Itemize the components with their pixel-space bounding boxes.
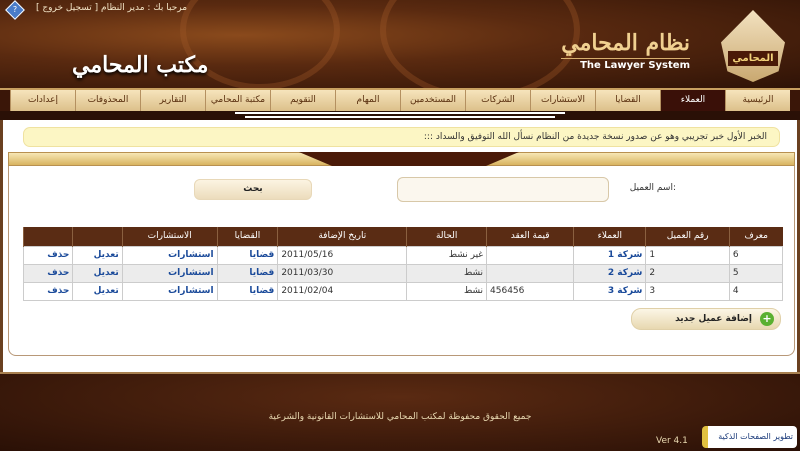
- table-row: 5 2 شركة 2 نشط 2011/03/30 قضايا استشارات تعديل ح…: [22, 263, 784, 283]
- column-header: رقم العميل: [645, 227, 730, 246]
- table-header-row: معرف رقم العميل العملاء قيمة العقد الحالة تار…: [22, 227, 783, 246]
- column-header: العملاء: [573, 227, 646, 246]
- nav-tab[interactable]: العملاء: [660, 90, 725, 111]
- copyright: جميع الحقوق محفوظة لمكتب المحامي للاستشا…: [268, 412, 532, 422]
- delete-link[interactable]: حذف: [47, 286, 70, 296]
- edit-link[interactable]: تعديل: [93, 268, 119, 278]
- developer-badge[interactable]: تطوير الصفحات الذكية: [702, 426, 797, 448]
- column-header: الحالة: [406, 227, 487, 246]
- consultations-cell: استشارات: [121, 245, 218, 265]
- brand: نظام المحامي The Lawyer System: [561, 30, 690, 71]
- nav-tab[interactable]: التقويم: [270, 90, 335, 111]
- nav-tab[interactable]: المهام: [335, 90, 400, 111]
- main-nav: الرئيسية العملاء القضايا الاستشارات الشركات ا…: [0, 88, 800, 111]
- column-header: الاستشارات: [121, 227, 218, 246]
- consultations-cell: استشارات: [121, 281, 218, 301]
- column-header: معرف: [728, 227, 783, 246]
- client-cell: شركة 2: [573, 263, 647, 283]
- brand-english: The Lawyer System: [561, 58, 690, 71]
- header: ? مرحبا بك : مدير النظام [ تسجيل خروج ] …: [0, 0, 800, 88]
- nav-tab[interactable]: الرئيسية: [725, 90, 790, 111]
- consultations-link[interactable]: استشارات: [168, 250, 214, 260]
- edit-cell: تعديل: [72, 245, 123, 265]
- client-number-cell: 2: [645, 263, 730, 283]
- client-number-cell: 1: [645, 245, 730, 265]
- cases-link[interactable]: قضايا: [249, 250, 275, 260]
- id-cell: 4: [728, 281, 784, 301]
- edit-link[interactable]: تعديل: [93, 286, 119, 296]
- ornament: [380, 0, 580, 88]
- id-cell: 5: [728, 263, 784, 283]
- clients-panel: اسم العميل: بحث معرف رقم العميل العملاء قيم…: [8, 166, 795, 356]
- office-title: مكتب المحامي: [72, 52, 209, 78]
- cases-cell: قضايا: [216, 245, 279, 265]
- status-cell: نشط: [406, 281, 488, 301]
- content: الخبر الأول خبر تجريبي وهو عن صدور نسخة …: [0, 120, 800, 372]
- client-link[interactable]: شركة 1: [607, 250, 643, 260]
- news-ticker: الخبر الأول خبر تجريبي وهو عن صدور نسخة …: [23, 127, 780, 147]
- version: Ver 4.1: [656, 436, 688, 446]
- client-cell: شركة 1: [573, 245, 647, 265]
- column-header: قيمة العقد: [486, 227, 574, 246]
- search-button[interactable]: بحث: [194, 179, 312, 200]
- nav-tab[interactable]: مكتبة المحامي: [205, 90, 270, 111]
- delete-cell: حذف: [22, 245, 74, 265]
- contract-value-cell: 456456: [486, 281, 575, 301]
- date-cell: 2011/05/16: [277, 245, 408, 265]
- cases-cell: قضايا: [216, 281, 279, 301]
- nav-tab[interactable]: الاستشارات: [530, 90, 595, 111]
- nav-tab[interactable]: القضايا: [595, 90, 660, 111]
- ornament: [180, 0, 340, 88]
- column-header: تاريخ الإضافة: [277, 227, 407, 246]
- decor-band: [0, 111, 800, 121]
- brand-arabic: نظام المحامي: [561, 30, 690, 56]
- status-cell: نشط: [406, 263, 488, 283]
- contract-value-cell: [486, 263, 575, 283]
- consultations-cell: استشارات: [121, 263, 218, 283]
- edit-link[interactable]: تعديل: [93, 250, 119, 260]
- cases-link[interactable]: قضايا: [249, 268, 275, 278]
- id-cell: 6: [728, 245, 784, 265]
- nav-tab[interactable]: المستخدمين: [400, 90, 465, 111]
- nav-tab[interactable]: المحذوفات: [75, 90, 140, 111]
- nav-tab[interactable]: الشركات: [465, 90, 530, 111]
- welcome-text[interactable]: مرحبا بك : مدير النظام [ تسجيل خروج ]: [36, 3, 188, 13]
- column-header: القضايا: [216, 227, 278, 246]
- date-cell: 2011/02/04: [277, 281, 408, 301]
- nav-tab[interactable]: إعدادات: [10, 90, 75, 111]
- footer: جميع الحقوق محفوظة لمكتب المحامي للاستشا…: [0, 372, 800, 451]
- column-header: [22, 227, 73, 246]
- help-icon[interactable]: ?: [5, 0, 25, 20]
- client-cell: شركة 3: [573, 281, 647, 301]
- client-name-input[interactable]: [397, 177, 609, 202]
- edit-cell: تعديل: [72, 263, 123, 283]
- delete-cell: حذف: [22, 263, 74, 283]
- contract-value-cell: [486, 245, 575, 265]
- status-cell: غير نشط: [406, 245, 488, 265]
- consultations-link[interactable]: استشارات: [168, 268, 214, 278]
- delete-link[interactable]: حذف: [47, 268, 70, 278]
- client-number-cell: 3: [645, 281, 730, 301]
- nav-tab[interactable]: التقارير: [140, 90, 205, 111]
- plus-icon: +: [760, 312, 774, 326]
- delete-cell: حذف: [22, 281, 74, 301]
- delete-link[interactable]: حذف: [47, 250, 70, 260]
- edit-cell: تعديل: [72, 281, 123, 301]
- add-client-label: إضافة عميل جديد: [675, 314, 752, 324]
- client-name-label: اسم العميل:: [629, 183, 676, 193]
- clients-table: معرف رقم العميل العملاء قيمة العقد الحالة تار…: [22, 227, 784, 301]
- table-row: 4 3 شركة 3 456456 نشط 2011/02/04 قضايا استشارات…: [22, 281, 784, 301]
- logo: المحامي: [721, 10, 785, 82]
- cases-cell: قضايا: [216, 263, 279, 283]
- client-link[interactable]: شركة 2: [607, 268, 643, 278]
- column-header: [72, 227, 123, 246]
- cases-link[interactable]: قضايا: [249, 286, 275, 296]
- panel-header: [8, 152, 795, 166]
- add-client-button[interactable]: + إضافة عميل جديد: [631, 308, 781, 330]
- client-link[interactable]: شركة 3: [607, 286, 643, 296]
- date-cell: 2011/03/30: [277, 263, 408, 283]
- table-row: 6 1 شركة 1 غير نشط 2011/05/16 قضايا استشارات تع…: [22, 245, 784, 265]
- consultations-link[interactable]: استشارات: [168, 286, 214, 296]
